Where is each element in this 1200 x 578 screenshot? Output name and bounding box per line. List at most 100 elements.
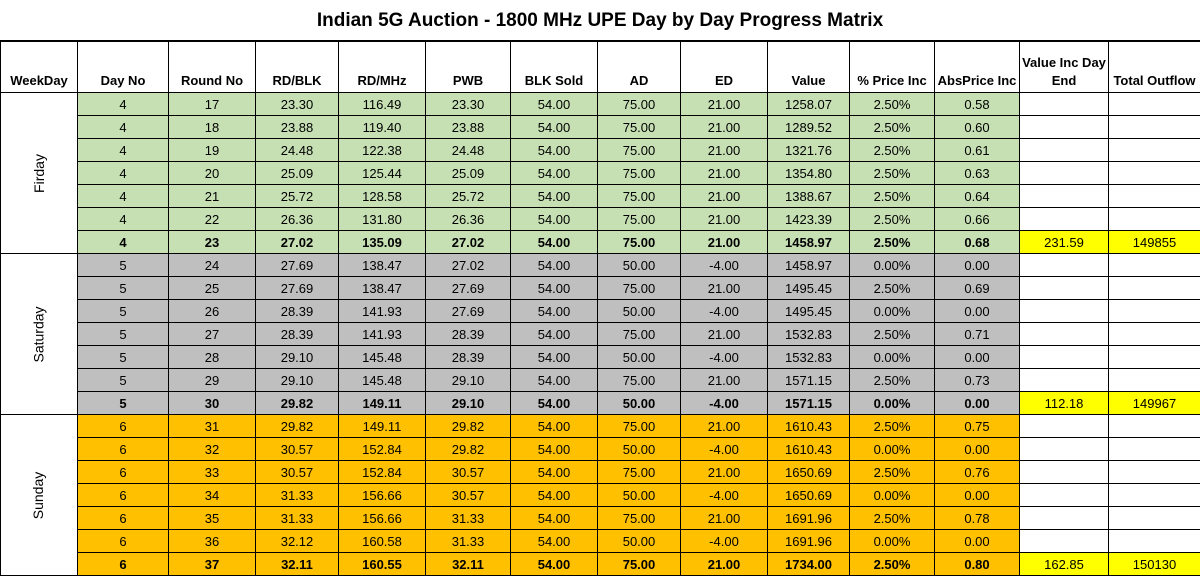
table-cell: 54.00: [510, 161, 598, 185]
weekday-cell: Sunday: [0, 414, 78, 576]
table-cell: 0.00%: [849, 437, 935, 461]
table-cell: 141.93: [338, 299, 426, 323]
table-cell: 2.50%: [849, 414, 935, 438]
table-cell: 21.00: [680, 368, 768, 392]
weekday-cell: Firday: [0, 92, 78, 254]
total-outflow-cell: [1108, 115, 1200, 139]
table-cell: 75.00: [597, 230, 681, 254]
table-cell: 21.00: [680, 230, 768, 254]
column-header: AD: [597, 41, 681, 93]
table-cell: 33: [168, 460, 256, 484]
table-cell: 4: [77, 161, 169, 185]
table-cell: 19: [168, 138, 256, 162]
total-outflow-cell: [1108, 299, 1200, 323]
table-cell: 138.47: [338, 253, 426, 277]
weekday-label: Firday: [30, 153, 47, 193]
table-cell: 2.50%: [849, 184, 935, 208]
value-inc-day-end-cell: 162.85: [1019, 552, 1109, 576]
table-cell: 23: [168, 230, 256, 254]
table-cell: 24: [168, 253, 256, 277]
table-cell: 31.33: [255, 483, 339, 507]
total-outflow-cell: [1108, 161, 1200, 185]
table-cell: 54.00: [510, 322, 598, 346]
table-cell: 21.00: [680, 92, 768, 116]
table-cell: 50.00: [597, 437, 681, 461]
table-cell: 29.10: [425, 391, 511, 415]
column-header: WeekDay: [0, 41, 78, 93]
table-cell: 135.09: [338, 230, 426, 254]
table-cell: 27.69: [255, 253, 339, 277]
table-cell: 54.00: [510, 115, 598, 139]
table-row: 6 34 31.33 156.66 30.57 54.00 50.00 -4.00 1650.6…: [1, 483, 1200, 507]
table-cell: 54.00: [510, 529, 598, 553]
table-cell: 156.66: [338, 483, 426, 507]
table-cell: 2.50%: [849, 115, 935, 139]
table-cell: 29: [168, 368, 256, 392]
table-cell: 50.00: [597, 345, 681, 369]
table-cell: 0.00%: [849, 345, 935, 369]
table-cell: 23.88: [425, 115, 511, 139]
table-cell: 141.93: [338, 322, 426, 346]
table-cell: 116.49: [338, 92, 426, 116]
table-cell: 4: [77, 115, 169, 139]
table-cell: 5: [77, 391, 169, 415]
table-cell: 1321.76: [767, 138, 850, 162]
total-outflow-cell: [1108, 276, 1200, 300]
value-inc-day-end-cell: [1019, 92, 1109, 116]
table-cell: 29.82: [425, 437, 511, 461]
table-cell: 21.00: [680, 414, 768, 438]
table-cell: 2.50%: [849, 552, 935, 576]
header-row: WeekDay Day No Round No RD/BLK RD/MHz PWB BLK …: [0, 41, 1200, 93]
table-cell: 54.00: [510, 230, 598, 254]
table-cell: -4.00: [680, 391, 768, 415]
column-header: RD/MHz: [338, 41, 426, 93]
table-cell: 0.00: [934, 391, 1020, 415]
total-outflow-cell: 149855: [1108, 230, 1200, 254]
table-cell: 27.69: [425, 299, 511, 323]
table-cell: 34: [168, 483, 256, 507]
table-cell: 54.00: [510, 207, 598, 231]
value-inc-day-end-cell: [1019, 506, 1109, 530]
value-inc-day-end-cell: [1019, 460, 1109, 484]
table-cell: 0.73: [934, 368, 1020, 392]
progress-matrix-table: WeekDay Day No Round No RD/BLK RD/MHz PWB BLK …: [0, 41, 1200, 576]
table-cell: 22: [168, 207, 256, 231]
table-cell: 1495.45: [767, 276, 850, 300]
table-cell: 5: [77, 322, 169, 346]
table-cell: 27.02: [425, 253, 511, 277]
table-cell: 0.00: [934, 299, 1020, 323]
table-cell: 1571.15: [767, 368, 850, 392]
table-row: 4 23 27.02 135.09 27.02 54.00 75.00 21.00 1458.9…: [1, 230, 1200, 254]
table-cell: 50.00: [597, 253, 681, 277]
table-cell: 4: [77, 230, 169, 254]
table-cell: -4.00: [680, 299, 768, 323]
value-inc-day-end-cell: [1019, 437, 1109, 461]
table-cell: 149.11: [338, 391, 426, 415]
table-cell: 0.00%: [849, 299, 935, 323]
table-cell: 4: [77, 92, 169, 116]
table-cell: 25: [168, 276, 256, 300]
table-cell: 2.50%: [849, 161, 935, 185]
table-cell: 21.00: [680, 552, 768, 576]
table-cell: 0.68: [934, 230, 1020, 254]
table-cell: 1610.43: [767, 437, 850, 461]
table-cell: 26.36: [255, 207, 339, 231]
table-cell: 50.00: [597, 391, 681, 415]
table-cell: 31.33: [255, 506, 339, 530]
table-cell: 50.00: [597, 299, 681, 323]
table-cell: 4: [77, 184, 169, 208]
total-outflow-cell: [1108, 207, 1200, 231]
weekday-cell: Saturday: [0, 253, 78, 415]
table-cell: 149.11: [338, 414, 426, 438]
table-cell: 21.00: [680, 276, 768, 300]
table-cell: 28: [168, 345, 256, 369]
table-cell: 18: [168, 115, 256, 139]
column-header: Round No: [168, 41, 256, 93]
table-cell: 36: [168, 529, 256, 553]
table-cell: 54.00: [510, 483, 598, 507]
value-inc-day-end-cell: [1019, 322, 1109, 346]
table-cell: 26: [168, 299, 256, 323]
table-cell: 54.00: [510, 276, 598, 300]
table-cell: 1734.00: [767, 552, 850, 576]
table-cell: 0.00%: [849, 483, 935, 507]
